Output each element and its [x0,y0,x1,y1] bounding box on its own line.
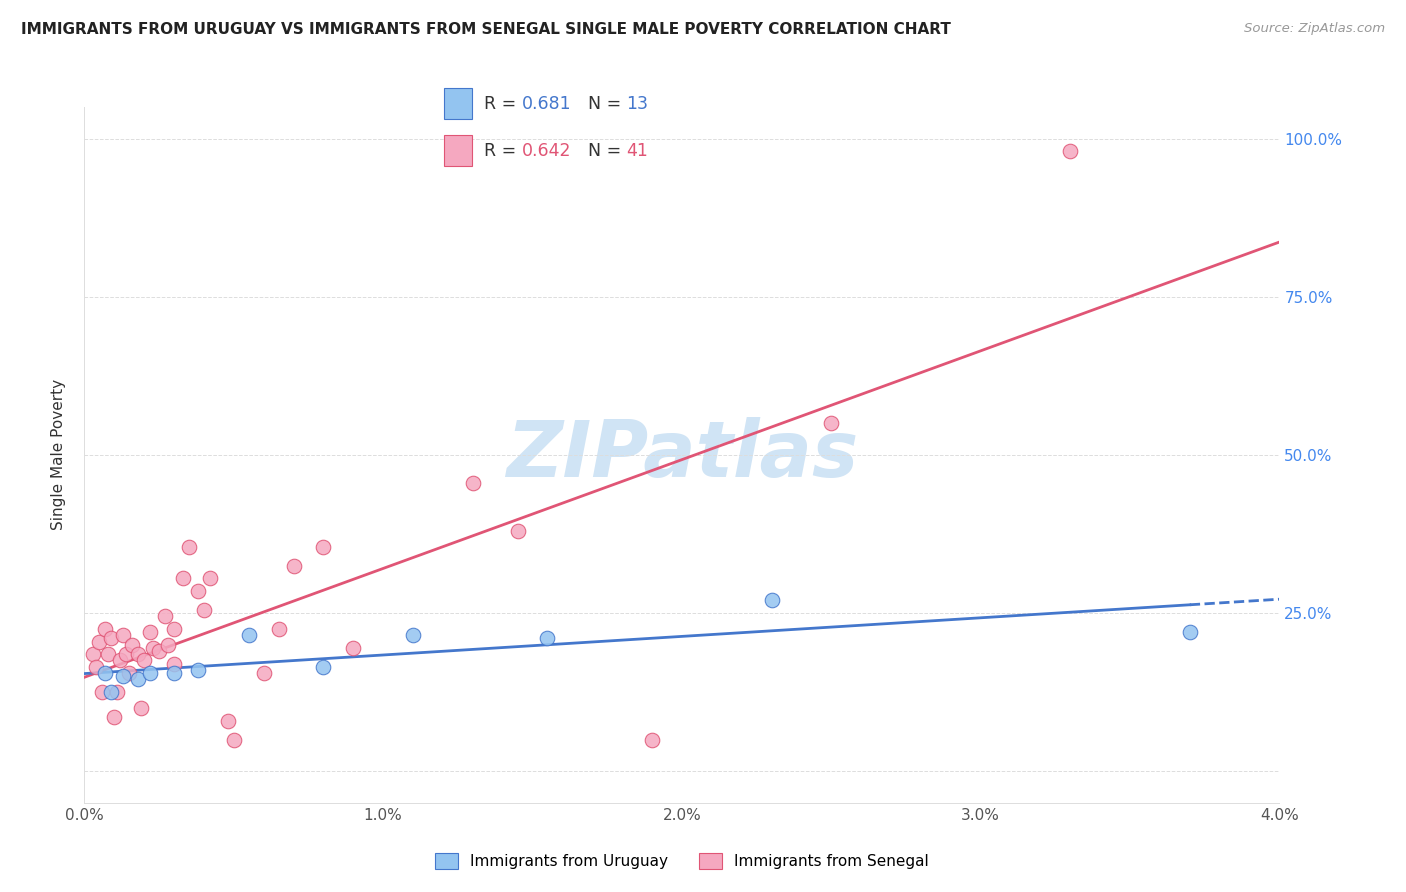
Point [506,524,529,538]
Point [139,625,162,640]
Text: IMMIGRANTS FROM URUGUAY VS IMMIGRANTS FROM SENEGAL SINGLE MALE POVERTY CORRELATI: IMMIGRANTS FROM URUGUAY VS IMMIGRANTS FR… [21,22,950,37]
Text: N =: N = [588,95,627,112]
Point [121,638,143,652]
Point [94,622,117,636]
Point [100,685,122,699]
Point [267,622,290,636]
Text: 0.681: 0.681 [522,95,572,112]
Point [132,653,156,667]
Point [536,632,558,646]
Point [641,732,664,747]
Point [461,476,484,491]
Point [177,540,200,554]
Point [163,666,186,681]
Point [105,685,128,699]
Point [172,571,194,585]
Point [222,732,245,747]
Text: R =: R = [484,95,522,112]
Point [110,653,132,667]
Point [187,663,209,677]
Point [820,417,842,431]
Point [127,673,149,687]
Point [89,634,111,648]
Text: 0.642: 0.642 [522,142,572,160]
Point [283,558,305,573]
Point [238,628,260,642]
Point [1178,625,1201,640]
Point [118,666,141,681]
Point [157,638,180,652]
Point [342,640,364,655]
FancyBboxPatch shape [444,136,471,166]
Point [163,622,186,636]
Point [112,628,135,642]
Point [193,603,215,617]
Point [91,685,114,699]
Point [761,593,783,607]
FancyBboxPatch shape [444,88,471,119]
Point [402,628,425,642]
Point [153,609,176,624]
Point [217,714,239,728]
Point [253,666,276,681]
Point [1059,145,1081,159]
Text: 41: 41 [627,142,648,160]
Point [82,647,104,661]
Point [100,632,122,646]
Legend: Immigrants from Uruguay, Immigrants from Senegal: Immigrants from Uruguay, Immigrants from… [429,847,935,875]
Point [142,640,165,655]
Point [129,701,152,715]
Point [139,666,162,681]
Point [163,657,186,671]
Point [115,647,138,661]
Text: ZIPatlas: ZIPatlas [506,417,858,493]
Point [86,660,108,674]
Text: R =: R = [484,142,522,160]
Point [312,660,335,674]
Point [127,647,149,661]
Point [198,571,221,585]
Point [97,647,120,661]
Y-axis label: Single Male Poverty: Single Male Poverty [51,379,66,531]
Text: 13: 13 [627,95,648,112]
Point [312,540,335,554]
Point [112,669,135,683]
Point [103,710,125,724]
Point [94,666,117,681]
Text: N =: N = [588,142,627,160]
Text: Source: ZipAtlas.com: Source: ZipAtlas.com [1244,22,1385,36]
Point [187,583,209,598]
Point [148,644,170,658]
